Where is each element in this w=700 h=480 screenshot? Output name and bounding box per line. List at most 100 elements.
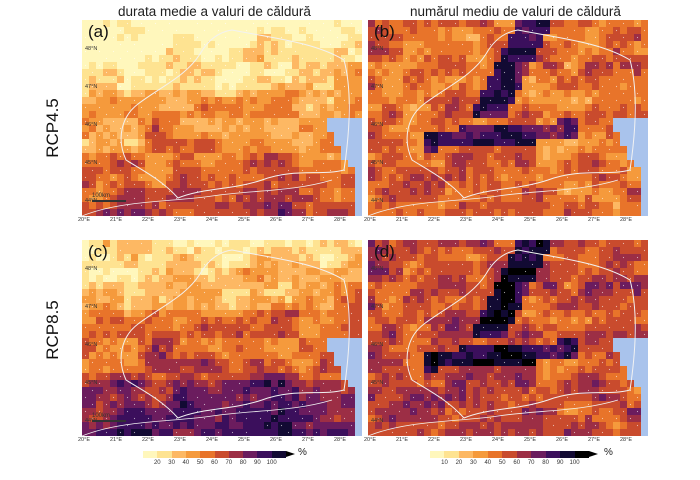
map-cell bbox=[222, 69, 230, 77]
significance-dot bbox=[203, 375, 206, 378]
significance-dot bbox=[315, 85, 318, 88]
map-cell bbox=[571, 188, 579, 196]
significance-dot bbox=[489, 71, 492, 74]
map-cell bbox=[473, 202, 481, 210]
significance-dot bbox=[287, 169, 290, 172]
significance-dot bbox=[105, 347, 108, 350]
map-cell bbox=[250, 83, 258, 91]
map-cell bbox=[313, 366, 321, 374]
map-cell bbox=[96, 275, 104, 283]
map-cell bbox=[110, 373, 118, 381]
map-cell bbox=[194, 415, 202, 423]
map-cell bbox=[620, 195, 628, 203]
significance-dot bbox=[489, 99, 492, 102]
map-cell bbox=[131, 310, 139, 318]
significance-dot bbox=[154, 204, 157, 207]
map-cell bbox=[187, 146, 195, 154]
map-cell bbox=[173, 310, 181, 318]
map-cell bbox=[187, 261, 195, 269]
map-cell bbox=[103, 90, 111, 98]
significance-dot bbox=[91, 29, 94, 32]
map-cell bbox=[529, 188, 537, 196]
map-cell bbox=[620, 69, 628, 77]
significance-dot bbox=[433, 127, 436, 130]
map-cell bbox=[348, 83, 356, 91]
map-cell bbox=[355, 359, 362, 367]
map-cell bbox=[229, 20, 237, 28]
map-cell bbox=[215, 296, 223, 304]
map-cell bbox=[103, 174, 111, 182]
map-cell bbox=[417, 240, 425, 248]
significance-dot bbox=[98, 106, 101, 109]
significance-dot bbox=[531, 211, 534, 214]
map-cell bbox=[271, 268, 279, 276]
significance-dot bbox=[210, 382, 213, 385]
significance-dot bbox=[161, 99, 164, 102]
map-cell bbox=[355, 139, 362, 147]
map-cell bbox=[536, 97, 544, 105]
map-cell bbox=[494, 125, 502, 133]
map-cell bbox=[278, 139, 286, 147]
significance-dot bbox=[329, 155, 332, 158]
map-cell bbox=[320, 429, 328, 436]
significance-dot bbox=[294, 190, 297, 193]
map-cell bbox=[459, 118, 467, 126]
significance-dot bbox=[147, 141, 150, 144]
map-cell bbox=[173, 62, 181, 70]
map-cell bbox=[334, 247, 342, 255]
significance-dot bbox=[133, 127, 136, 130]
significance-dot bbox=[98, 368, 101, 371]
map-cell bbox=[529, 132, 537, 140]
map-cell bbox=[131, 160, 139, 168]
significance-dot bbox=[301, 113, 304, 116]
significance-dot bbox=[203, 169, 206, 172]
map-cell bbox=[529, 90, 537, 98]
significance-dot bbox=[210, 368, 213, 371]
map-cell bbox=[89, 90, 97, 98]
map-cell bbox=[438, 83, 446, 91]
map-cell bbox=[82, 317, 90, 325]
map-cell bbox=[299, 20, 307, 28]
map-cell bbox=[466, 20, 474, 28]
map-cell bbox=[145, 76, 153, 84]
map-cell bbox=[320, 275, 328, 283]
significance-dot bbox=[224, 410, 227, 413]
map-cell bbox=[327, 401, 335, 409]
map-cell bbox=[187, 380, 195, 388]
significance-dot bbox=[329, 361, 332, 364]
map-cell bbox=[285, 366, 293, 374]
significance-dot bbox=[301, 141, 304, 144]
map-cell bbox=[634, 83, 642, 91]
map-cell bbox=[152, 111, 160, 119]
map-cell bbox=[243, 174, 251, 182]
map-cell bbox=[501, 181, 509, 189]
map-cell bbox=[271, 153, 279, 161]
map-cell bbox=[410, 167, 418, 175]
map-cell bbox=[313, 422, 321, 430]
map-cell bbox=[550, 97, 558, 105]
significance-dot bbox=[538, 50, 541, 53]
map-cell bbox=[222, 48, 230, 56]
map-cell bbox=[368, 69, 376, 77]
map-cell bbox=[208, 153, 216, 161]
significance-dot bbox=[217, 263, 220, 266]
map-cell bbox=[620, 41, 628, 49]
significance-dot bbox=[336, 270, 339, 273]
map-cell bbox=[236, 202, 244, 210]
significance-dot bbox=[140, 326, 143, 329]
significance-dot bbox=[343, 305, 346, 308]
map-cell bbox=[445, 202, 453, 210]
significance-dot bbox=[133, 57, 136, 60]
map-cell bbox=[222, 422, 230, 430]
map-cell bbox=[292, 352, 300, 360]
map-cell bbox=[138, 282, 146, 290]
map-cell bbox=[571, 268, 579, 276]
map-cell bbox=[292, 209, 300, 216]
map-cell bbox=[599, 268, 607, 276]
map-cell bbox=[466, 97, 474, 105]
map-panel-a: (a) 100km 48°N 47°N 46°N 45°N 44°N bbox=[82, 20, 362, 216]
map-cell bbox=[620, 118, 628, 126]
map-cell bbox=[564, 261, 572, 269]
map-cell bbox=[152, 27, 160, 35]
map-cell bbox=[599, 104, 607, 112]
